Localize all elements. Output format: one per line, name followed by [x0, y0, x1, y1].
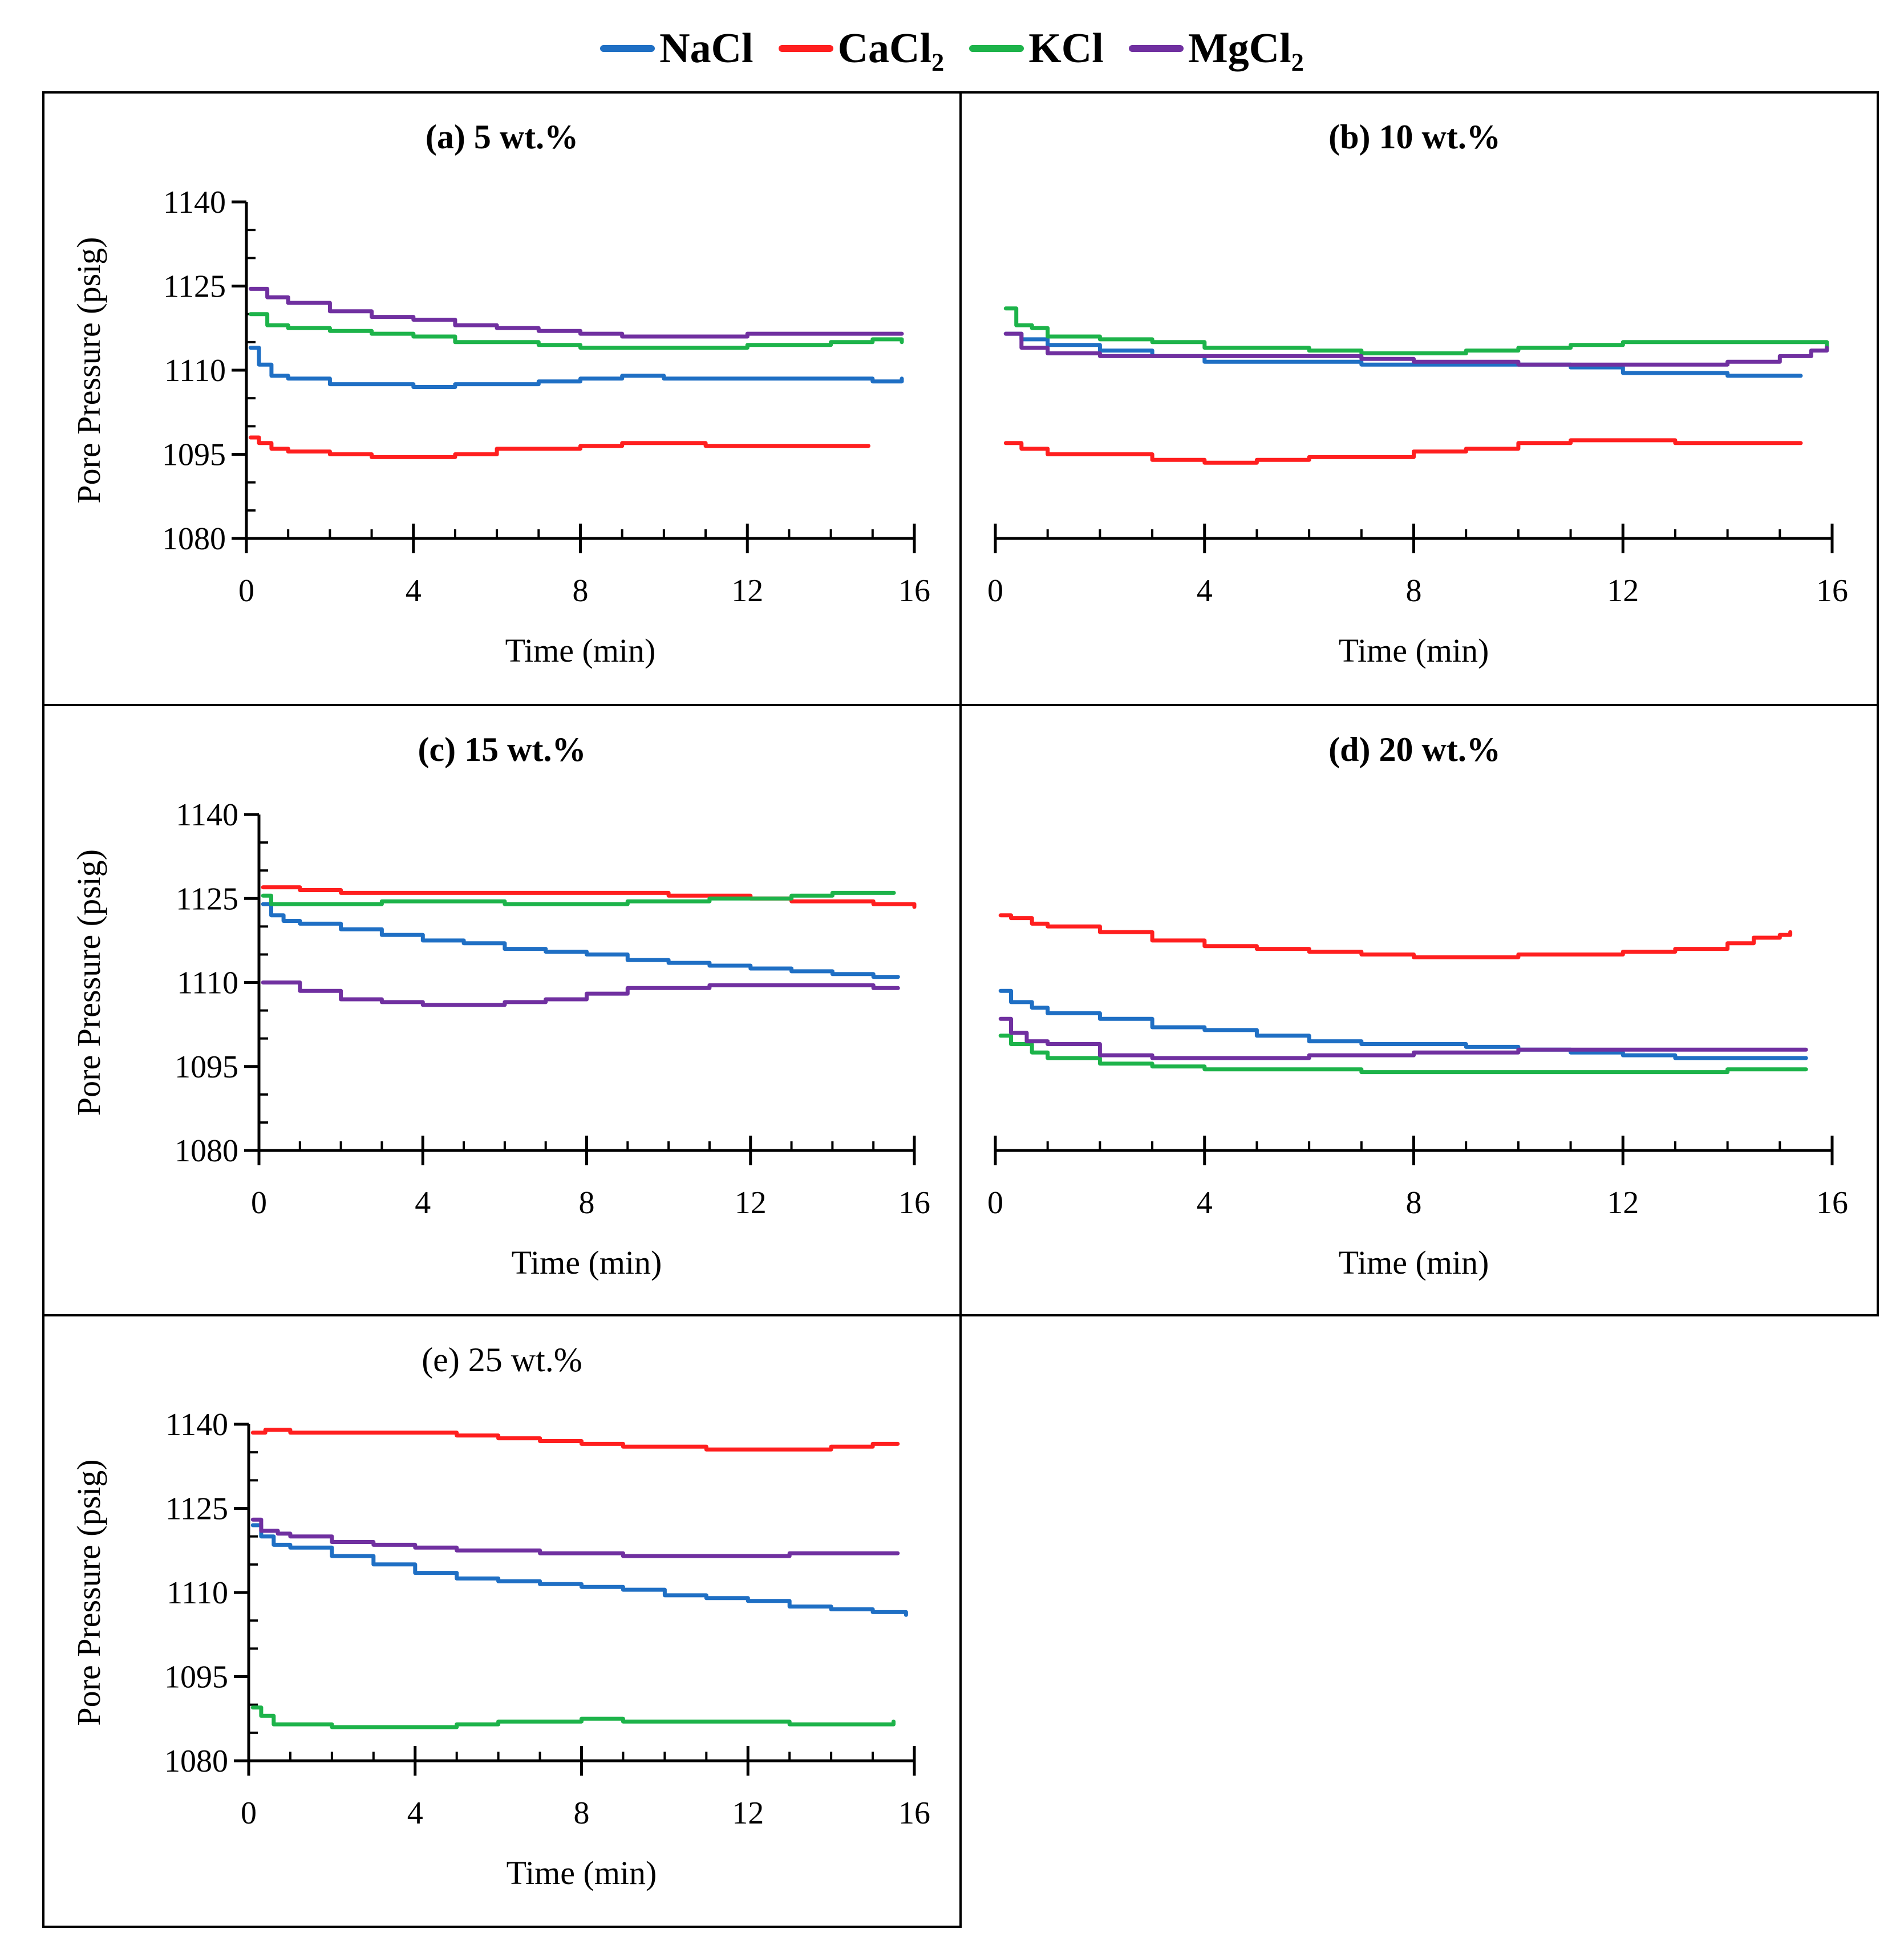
series-line-kcl [1003, 306, 1829, 355]
x-axis-label: Time (min) [1339, 632, 1489, 669]
x-tick-label: 4 [415, 1185, 431, 1221]
x-tick-label: 0 [251, 1185, 267, 1221]
x-tick-label: 16 [1816, 1185, 1848, 1221]
x-tick-label: 4 [407, 1796, 423, 1831]
panel-border-c [42, 704, 962, 1316]
series-line-cacl [261, 885, 917, 909]
legend-item-kcl: KCl [969, 27, 1104, 70]
legend-item-nacl: NaCl [600, 25, 754, 72]
x-tick-label: 0 [238, 573, 254, 609]
x-tick-label: 8 [574, 1796, 590, 1831]
x-tick-label: 12 [731, 573, 763, 609]
y-tick-label: 1110 [167, 1575, 228, 1611]
y-tick-label: 1080 [164, 1744, 228, 1779]
x-tick-label: 16 [898, 1796, 930, 1831]
legend-label-nacl: NaCl [659, 25, 754, 72]
y-axis-label: Pore Pressure (psig) [70, 1459, 107, 1725]
plots: (a) 5 wt.% 0 4 8 12 16 1080 1095 1110 1125 1140 Tim… [70, 118, 1848, 1891]
y-tick-label: 1125 [165, 1492, 228, 1527]
x-tick-label: 8 [573, 573, 589, 609]
legend-item-mgcl2: MgCl₂ [1128, 25, 1304, 72]
series-line-mgcl [248, 286, 904, 339]
y-axis-label: Pore Pressure (psig) [70, 849, 107, 1116]
y-tick-label: 1110 [164, 353, 226, 388]
series-line-nacl [1003, 331, 1803, 378]
y-tick-label: 1140 [176, 797, 238, 833]
series-line-kcl [261, 890, 896, 906]
x-axis-label: Time (min) [1339, 1244, 1489, 1281]
x-axis-label: Time (min) [512, 1244, 662, 1281]
series-line-mgcl [998, 1016, 1808, 1060]
y-tick-label: 1140 [165, 1407, 228, 1442]
x-tick-label: 4 [1197, 1185, 1213, 1221]
x-tick-label: 16 [1816, 573, 1848, 609]
panel-border-e [42, 1314, 962, 1928]
legend: NaCl CaCl₂ KCl MgCl₂ [0, 17, 1904, 80]
x-tick-label: 8 [1406, 573, 1422, 609]
chart-title: (c) 15 wt.% [418, 731, 586, 768]
y-axis-label: Pore Pressure (psig) [70, 237, 107, 503]
legend-label-cacl2: CaCl₂ [837, 25, 945, 72]
legend-swatch-cacl2 [778, 45, 833, 52]
legend-swatch-kcl [969, 45, 1024, 52]
series-line-kcl [248, 312, 904, 350]
x-tick-label: 8 [579, 1185, 595, 1221]
chart-title: (d) 20 wt.% [1328, 731, 1501, 768]
y-tick-label: 1140 [163, 185, 226, 220]
x-tick-label: 12 [1607, 1185, 1639, 1221]
y-tick-label: 1080 [162, 521, 226, 557]
chart-title: (e) 25 wt.% [422, 1341, 582, 1379]
x-tick-label: 16 [898, 1185, 930, 1221]
y-tick-label: 1125 [163, 269, 226, 305]
x-tick-label: 0 [241, 1796, 257, 1831]
x-axis-label: Time (min) [505, 632, 656, 669]
x-tick-label: 16 [898, 573, 930, 609]
panel-border-d [959, 704, 1879, 1316]
legend-swatch-mgcl2 [1128, 45, 1184, 52]
series-line-cacl [1003, 438, 1803, 465]
chart-title: (a) 5 wt.% [426, 118, 578, 156]
legend-label-kcl: KCl [1028, 25, 1104, 72]
series-line-nacl [248, 346, 904, 389]
x-axis-label: Time (min) [507, 1854, 657, 1891]
series-line-nacl [998, 988, 1808, 1060]
series-line-nacl [261, 902, 900, 979]
chart-panel-e: (e) 25 wt.% 0 4 8 12 16 1080 1095 1110 1125 1140 Ti… [70, 1341, 930, 1891]
chart-title: (b) 10 wt.% [1328, 118, 1501, 156]
y-tick-label: 1080 [175, 1133, 238, 1169]
chart-panel-c: (c) 15 wt.% 0 4 8 12 16 1080 1095 1110 1125 1140 Ti… [70, 731, 930, 1281]
series-line-cacl [250, 1428, 900, 1452]
legend-label-mgcl2: MgCl₂ [1188, 25, 1304, 72]
series-line-mgcl [250, 1517, 900, 1558]
x-tick-label: 0 [987, 1185, 1003, 1221]
legend-swatch-nacl [600, 45, 655, 52]
chart-panel-b: (b) 10 wt.% 0 4 8 12 16 Time (min) [987, 118, 1848, 669]
y-tick-label: 1095 [175, 1050, 238, 1085]
series-line-kcl [998, 1034, 1808, 1075]
series-line-mgcl [1003, 331, 1829, 367]
x-tick-label: 4 [406, 573, 422, 609]
y-tick-label: 1095 [162, 437, 226, 473]
panel-border-b [959, 91, 1879, 706]
y-tick-label: 1110 [177, 966, 238, 1001]
chart-panel-d: (d) 20 wt.% 0 4 8 12 16 Time (min) [987, 731, 1848, 1281]
chart-panel-a: (a) 5 wt.% 0 4 8 12 16 1080 1095 1110 1125 1140 Tim… [70, 118, 930, 669]
x-tick-label: 12 [735, 1185, 767, 1221]
y-tick-label: 1095 [164, 1660, 228, 1695]
x-tick-label: 4 [1197, 573, 1213, 609]
x-tick-label: 12 [1607, 573, 1639, 609]
panel-borders [42, 91, 1879, 1928]
series-line-kcl [250, 1705, 896, 1729]
x-tick-label: 0 [987, 573, 1003, 609]
series-line-mgcl [261, 980, 900, 1007]
y-tick-label: 1125 [176, 881, 238, 917]
series-line-nacl [250, 1523, 908, 1617]
legend-item-cacl2: CaCl₂ [778, 25, 945, 72]
x-tick-label: 8 [1406, 1185, 1422, 1221]
x-tick-label: 12 [732, 1796, 764, 1831]
series-line-cacl [248, 435, 870, 459]
series-line-cacl [998, 913, 1793, 959]
